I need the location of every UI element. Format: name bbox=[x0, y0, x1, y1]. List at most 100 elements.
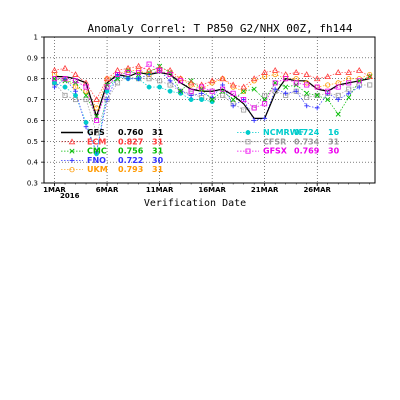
y-tick-label: 1 bbox=[34, 34, 38, 42]
point-fno bbox=[293, 88, 299, 94]
point-cmc bbox=[283, 84, 289, 90]
point-gfsx bbox=[167, 72, 173, 78]
point-ncmrwf bbox=[167, 88, 173, 94]
point-gfsx bbox=[94, 117, 100, 123]
y-tick-label: 0.6 bbox=[27, 117, 39, 125]
point-ecm bbox=[229, 81, 237, 88]
point-gfsx bbox=[262, 101, 268, 107]
y-tick-label: 0.7 bbox=[27, 96, 38, 104]
chart-title: Anomaly Correl: T P850 G2/NHX 00Z, fh144 bbox=[88, 22, 353, 35]
point-gfsx bbox=[115, 72, 121, 78]
point-ecm bbox=[334, 69, 342, 75]
point-cmc bbox=[51, 76, 58, 82]
point-gfsx bbox=[335, 84, 341, 90]
series-line-ukm bbox=[54, 69, 370, 109]
x-tick-label: 11MAR bbox=[146, 186, 174, 194]
point-gfsx bbox=[241, 97, 247, 103]
point-cfsr bbox=[220, 92, 226, 98]
point-cmc bbox=[356, 78, 362, 84]
point-cfsr bbox=[304, 94, 310, 100]
series-markers bbox=[51, 61, 374, 157]
point-gfsx bbox=[209, 88, 215, 94]
point-ecm bbox=[93, 96, 100, 102]
point-ecm bbox=[366, 73, 374, 80]
point-gfsx bbox=[62, 76, 68, 82]
point-cmc bbox=[94, 113, 100, 119]
point-ecm bbox=[324, 73, 331, 80]
point-fno bbox=[251, 118, 257, 123]
legend-score-fno: 0.722 bbox=[118, 156, 143, 165]
legend-swatch-cfsr bbox=[245, 139, 251, 145]
x-year-label: 2016 bbox=[60, 192, 80, 200]
point-ecm bbox=[271, 66, 279, 73]
legend-swatch-ecm bbox=[68, 138, 76, 145]
point-fno bbox=[356, 84, 362, 90]
point-gfsx bbox=[52, 76, 58, 82]
point-fno bbox=[241, 97, 247, 102]
legend-score-ukm: 0.793 bbox=[118, 165, 143, 174]
x-axis-ticks: 1MAR 6MAR 11MAR 16MAR 21MAR 26MAR bbox=[43, 183, 370, 194]
point-fno bbox=[272, 86, 278, 92]
legend-swatch-cmc bbox=[69, 148, 75, 154]
legend-name-ncmrwf: NCMRWF bbox=[263, 128, 304, 137]
legend-swatch-gfsx bbox=[245, 148, 251, 154]
point-cfsr bbox=[241, 107, 247, 113]
point-ncmrwf bbox=[146, 84, 152, 90]
point-fno bbox=[52, 84, 57, 90]
point-cfsr bbox=[314, 92, 320, 98]
point-fno bbox=[136, 76, 141, 82]
point-gfsx bbox=[199, 84, 205, 90]
point-cmc bbox=[325, 97, 331, 103]
point-gfsx bbox=[251, 105, 257, 111]
point-ecm bbox=[72, 71, 79, 77]
legend-score-cfsr: 0.734 bbox=[294, 137, 320, 146]
series-line-ecm bbox=[54, 65, 370, 101]
legend-count-ncmrwf: 16 bbox=[328, 128, 340, 137]
point-ecm bbox=[261, 69, 268, 75]
point-fno bbox=[335, 97, 341, 102]
legend-entry-gfsx: GFSX 0.769 30 bbox=[237, 147, 340, 156]
legend-score-gfs: 0.760 bbox=[118, 128, 144, 137]
point-ecm bbox=[61, 64, 69, 71]
point-fno bbox=[125, 76, 131, 82]
point-cmc bbox=[314, 92, 320, 98]
point-gfsx bbox=[230, 90, 236, 96]
point-gfsx bbox=[346, 80, 352, 86]
point-gfsx bbox=[314, 84, 320, 90]
point-fno bbox=[262, 115, 268, 121]
y-tick-label: 0.3 bbox=[27, 180, 38, 188]
point-fno bbox=[188, 93, 194, 98]
point-ecm bbox=[103, 75, 111, 82]
point-cmc bbox=[251, 86, 257, 92]
point-cmc bbox=[346, 94, 352, 101]
point-cmc bbox=[230, 97, 236, 103]
point-fno bbox=[83, 124, 89, 130]
x-tick-label: 6MAR bbox=[96, 186, 119, 194]
point-ecm bbox=[303, 71, 310, 77]
point-ecm bbox=[345, 69, 353, 75]
point-cmc bbox=[241, 88, 247, 94]
y-tick-label: 0.9 bbox=[27, 54, 38, 62]
point-ecm bbox=[187, 79, 195, 86]
legend-name-cmc: CMC bbox=[87, 147, 107, 156]
legend-entry-ecm: ECM 0.827 31 bbox=[61, 137, 164, 146]
point-ecm bbox=[208, 77, 216, 84]
point-cfsr bbox=[94, 130, 100, 136]
point-cmc bbox=[262, 97, 268, 103]
point-gfsx bbox=[293, 80, 299, 86]
legend-score-gfsx: 0.769 bbox=[294, 147, 320, 156]
legend-name-gfs: GFS bbox=[87, 128, 105, 137]
legend-swatch-fno bbox=[69, 158, 75, 163]
point-cfsr bbox=[115, 80, 121, 86]
point-gfsx bbox=[125, 69, 131, 75]
point-ecm bbox=[355, 66, 363, 73]
point-cfsr bbox=[367, 82, 373, 88]
point-ecm bbox=[114, 66, 121, 73]
x-tick-label: 21MAR bbox=[251, 186, 279, 194]
point-fno bbox=[304, 103, 310, 109]
point-fno bbox=[94, 149, 99, 155]
point-ukm bbox=[93, 105, 100, 111]
y-tick-label: 0.4 bbox=[27, 159, 39, 167]
point-cfsr bbox=[346, 86, 352, 92]
